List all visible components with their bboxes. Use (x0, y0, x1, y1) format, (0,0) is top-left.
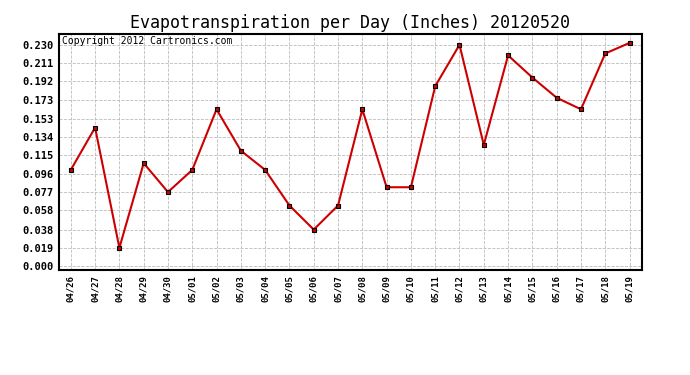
Text: Copyright 2012 Cartronics.com: Copyright 2012 Cartronics.com (61, 36, 232, 46)
Title: Evapotranspiration per Day (Inches) 20120520: Evapotranspiration per Day (Inches) 2012… (130, 14, 570, 32)
